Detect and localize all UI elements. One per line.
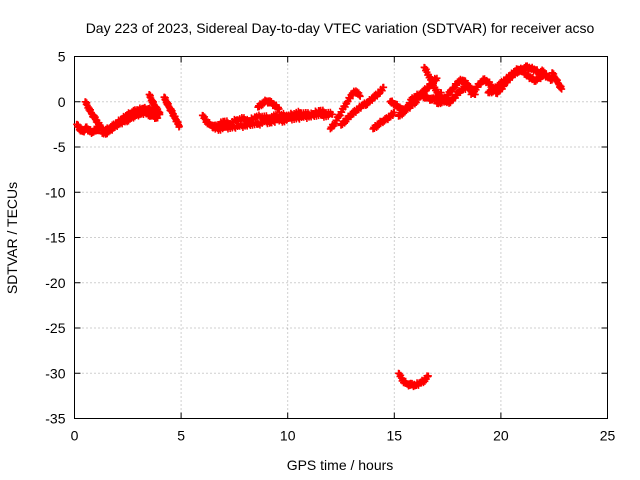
x-tick-label: 10 — [280, 428, 296, 444]
y-tick-label: -10 — [45, 184, 65, 200]
data-point — [324, 112, 332, 120]
data-point — [154, 114, 162, 122]
data-points — [73, 62, 566, 391]
x-tick-label: 15 — [387, 428, 403, 444]
y-axis-title: SDTVAR / TECUs — [4, 182, 20, 294]
axis-ticks: 0 5 10 15 20 25 5 0 -5 -10 -15 -20 -25 -30 -35 — [45, 49, 615, 444]
y-tick-label: -20 — [45, 275, 65, 291]
data-point — [380, 83, 388, 91]
y-tick-label: -5 — [53, 139, 66, 155]
data-point — [175, 122, 183, 130]
data-point — [156, 110, 164, 118]
data-point — [424, 372, 432, 380]
x-axis-title: GPS time / hours — [287, 457, 394, 473]
x-tick-label: 0 — [71, 428, 79, 444]
y-tick-label: -15 — [45, 230, 65, 246]
x-tick-label: 25 — [600, 428, 616, 444]
data-point — [558, 85, 566, 93]
chart-title: Day 223 of 2023, Sidereal Day-to-day VTE… — [86, 20, 595, 36]
data-point — [390, 109, 398, 117]
data-point — [275, 105, 283, 113]
y-tick-label: -30 — [45, 365, 65, 381]
y-tick-label: -35 — [45, 411, 65, 427]
x-tick-label: 20 — [493, 428, 509, 444]
y-tick-label: 0 — [58, 94, 66, 110]
y-tick-label: 5 — [58, 49, 66, 65]
grid — [74, 56, 608, 419]
x-tick-label: 5 — [177, 428, 185, 444]
y-tick-label: -25 — [45, 320, 65, 336]
data-point — [356, 92, 364, 100]
